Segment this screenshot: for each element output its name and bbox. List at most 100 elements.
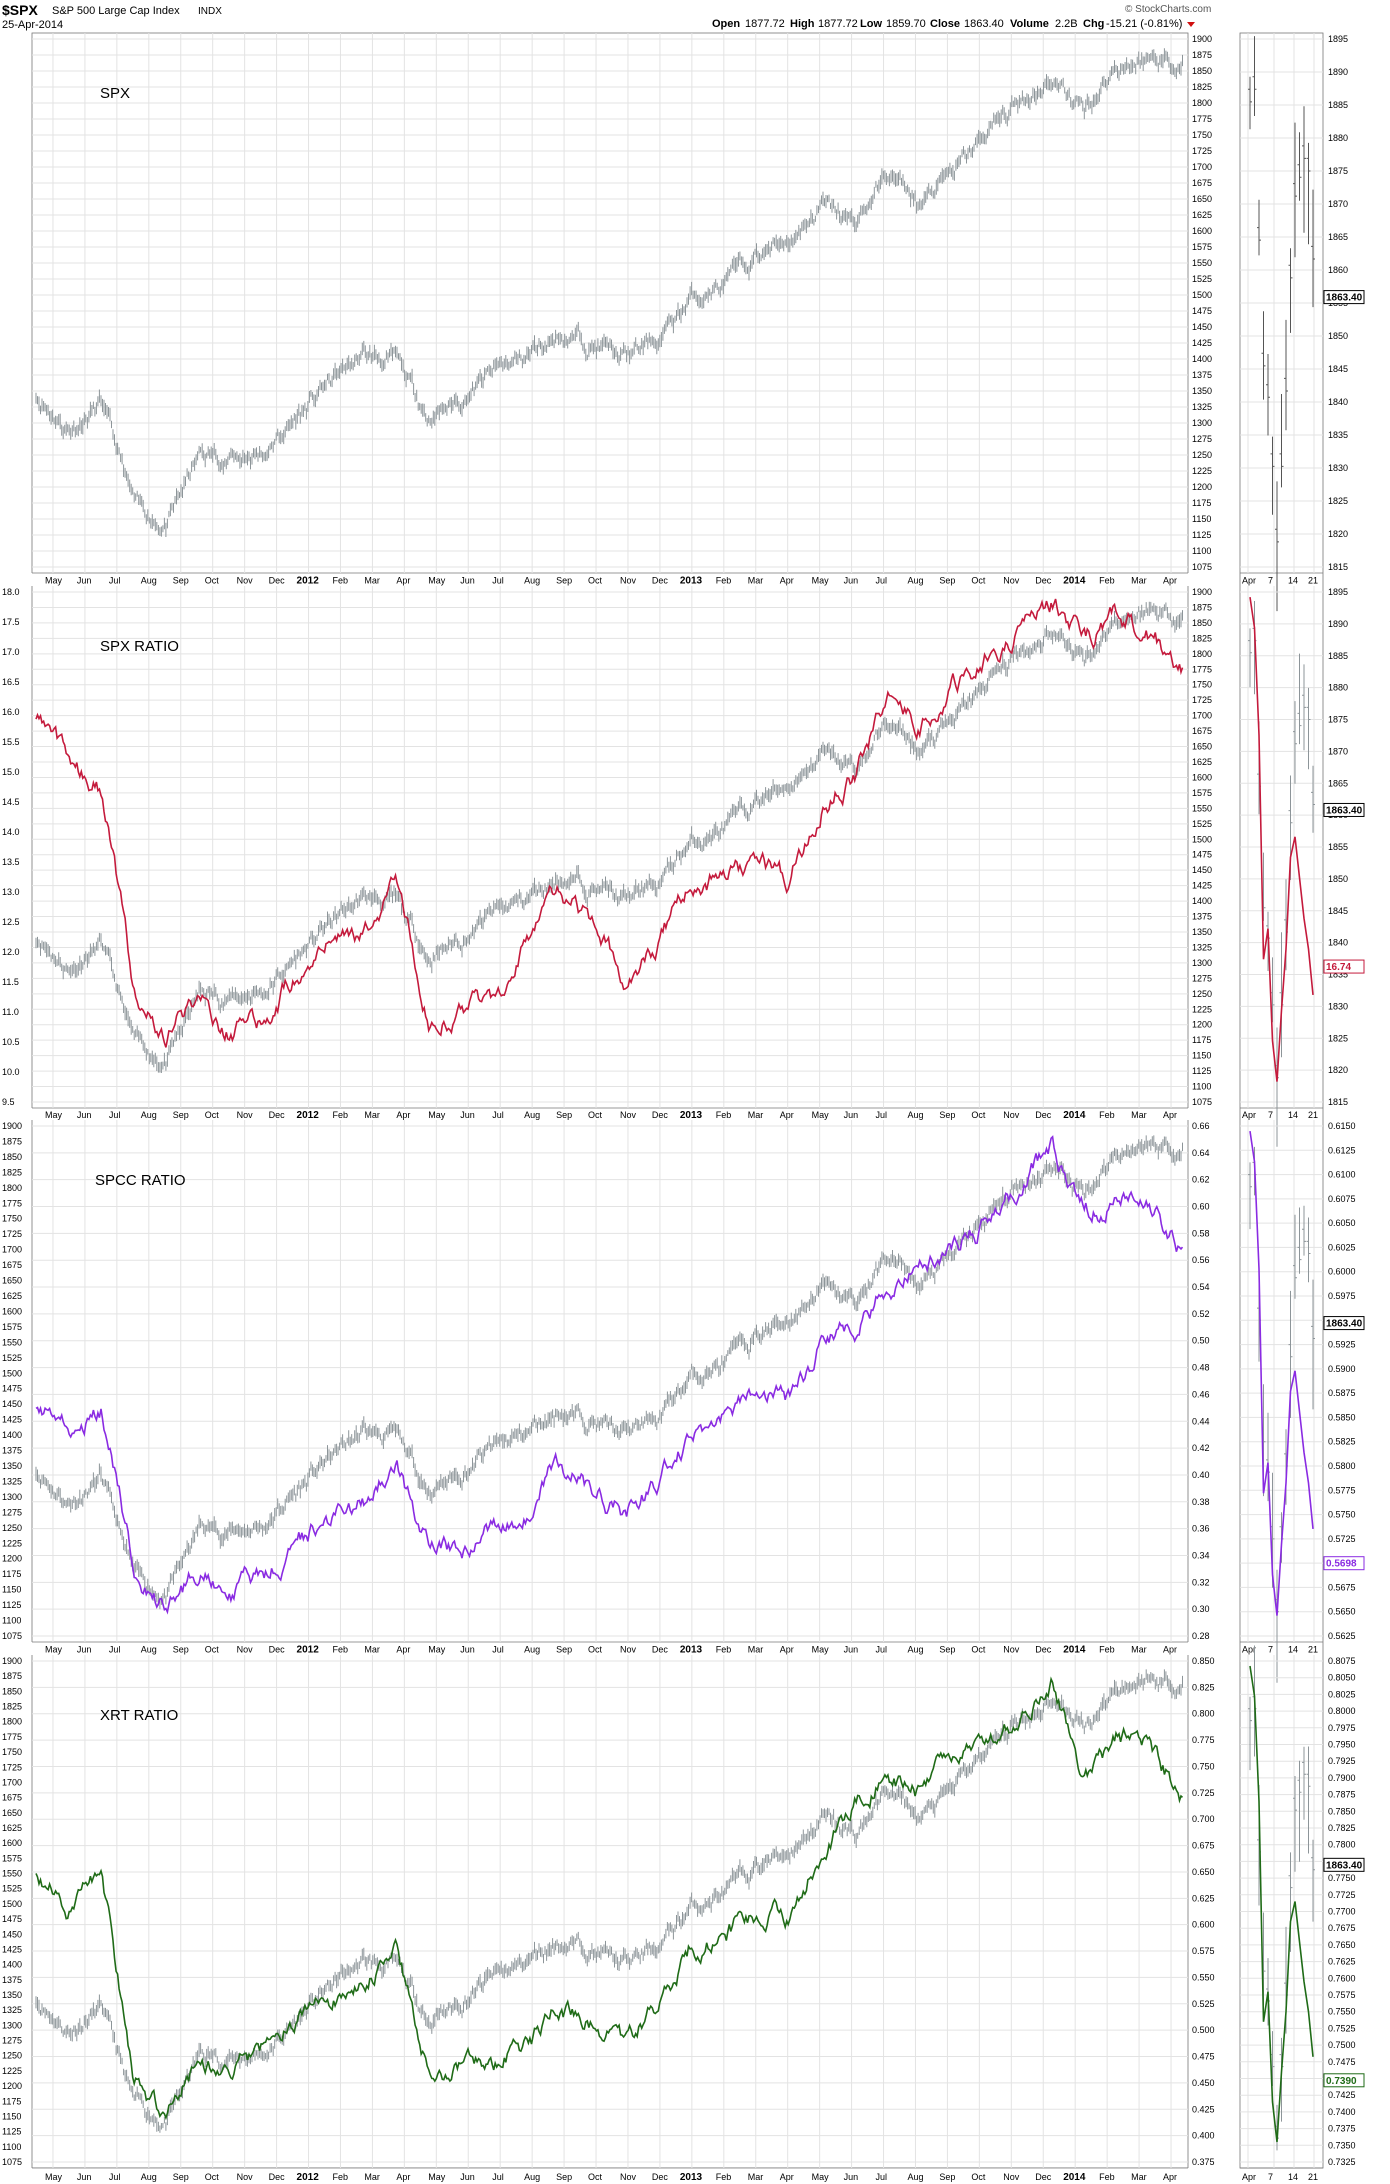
- x-tick-label: 2014: [1063, 576, 1086, 587]
- x-tick-label: Aug: [141, 1110, 157, 1120]
- panel-1: 1900 1875 1850 1825 1800 1775 1750 1725 1700 1675…: [32, 33, 1365, 612]
- watermark: © StockCharts.com: [1125, 4, 1211, 15]
- zoom-y-tick-label: 0.5975: [1328, 1291, 1356, 1301]
- right-y-tick-label: 1875: [1192, 50, 1212, 60]
- zoom-y-tick-label: 0.7875: [1328, 1790, 1356, 1800]
- x-tick-label: Dec: [269, 1645, 286, 1655]
- zoom-x-tick-label: 14: [1288, 1645, 1298, 1655]
- right-y-tick-label: 1750: [1192, 130, 1212, 140]
- right-y-tick-label: 1900: [1192, 587, 1212, 597]
- right-y-tick-label: 0.625: [1192, 1893, 1215, 1903]
- x-tick-label: May: [428, 576, 446, 586]
- left-y-tick-label: 1500: [2, 1368, 22, 1378]
- x-tick-label: Apr: [396, 2172, 410, 2182]
- zoom-y-tick-label: 0.7475: [1328, 2057, 1356, 2067]
- x-tick-label: Oct: [205, 1110, 220, 1120]
- zoom-y-tick-label: 1845: [1328, 364, 1348, 374]
- zoom-ratio-line: [1249, 1130, 1314, 1616]
- right-y-tick-label: 1625: [1192, 210, 1212, 220]
- zoom-y-tick-label: 0.8000: [1328, 1706, 1356, 1716]
- x-tick-label: Mar: [364, 576, 380, 586]
- right-y-tick-label: 0.725: [1192, 1788, 1215, 1798]
- x-tick-label: Sep: [173, 1645, 189, 1655]
- x-tick-label: Nov: [237, 1645, 254, 1655]
- down-arrow-icon: [1187, 22, 1195, 27]
- x-tick-label: Dec: [269, 1110, 286, 1120]
- x-tick-label: Jul: [109, 576, 121, 586]
- zoom-y-tick-label: 0.8050: [1328, 1673, 1356, 1683]
- x-tick-label: Jun: [77, 1110, 92, 1120]
- zoom-y-tick-label: 1885: [1328, 651, 1348, 661]
- zoom-y-tick-label: 0.7575: [1328, 1990, 1356, 2000]
- panel-title: SPX: [100, 85, 130, 102]
- right-y-tick-label: 1175: [1192, 498, 1211, 508]
- zoom-x-tick-label: 7: [1268, 1645, 1273, 1655]
- zoom-spx-bars: [1248, 601, 1315, 1147]
- zoom-y-tick-label: 1865: [1328, 232, 1348, 242]
- left-y-tick-label: 1800: [2, 1717, 22, 1727]
- left-y-tick-label: 1800: [2, 1183, 22, 1193]
- x-tick-label: Feb: [332, 576, 348, 586]
- left-y-tick-label: 11.5: [2, 977, 19, 987]
- x-tick-label: Apr: [396, 576, 410, 586]
- x-tick-label: Mar: [748, 2172, 764, 2182]
- x-tick-label: 2013: [680, 1110, 703, 1121]
- left-y-tick-label: 1500: [2, 1899, 22, 1909]
- x-tick-label: 2014: [1063, 2172, 1086, 2183]
- right-y-tick-label: 1150: [1192, 514, 1211, 524]
- right-y-tick-label: 0.550: [1192, 1972, 1215, 1982]
- close-label: Close: [930, 18, 960, 30]
- zoom-y-tick-label: 0.7500: [1328, 2040, 1356, 2050]
- right-y-tick-label: 1675: [1192, 178, 1212, 188]
- right-y-tick-label: 1450: [1192, 322, 1212, 332]
- zoom-y-tick-label: 1895: [1328, 34, 1348, 44]
- x-tick-label: May: [812, 1645, 830, 1655]
- ratio-line: [35, 598, 1184, 1048]
- zoom-x-tick-label: 21: [1308, 1110, 1318, 1120]
- right-y-tick-label: 1225: [1192, 466, 1212, 476]
- x-tick-label: Aug: [907, 576, 923, 586]
- x-tick-label: Jun: [844, 2172, 859, 2182]
- zoom-y-tick-label: 0.7750: [1328, 1873, 1356, 1883]
- x-tick-label: Jun: [77, 576, 92, 586]
- zoom-x-tick-label: 14: [1288, 2172, 1298, 2182]
- right-y-tick-label: 1375: [1192, 912, 1212, 922]
- x-tick-label: Oct: [971, 1110, 986, 1120]
- right-y-tick-label: 0.475: [1192, 2052, 1215, 2062]
- left-y-tick-label: 15.0: [2, 767, 20, 777]
- last-value-label: 1863.40: [1326, 1860, 1363, 1871]
- zoom-y-tick-label: 1820: [1328, 529, 1348, 539]
- right-y-tick-label: 0.425: [1192, 2104, 1215, 2114]
- zoom-y-tick-label: 0.5750: [1328, 1510, 1356, 1520]
- right-y-tick-label: 0.54: [1192, 1282, 1210, 1292]
- chg-label: Chg: [1083, 18, 1104, 30]
- right-y-tick-label: 1825: [1192, 633, 1212, 643]
- x-axis-1: May Jun Jul Aug Sep Oct Nov Dec 2012 Feb Mar Apr May…: [0, 573, 1390, 587]
- x-tick-label: Oct: [971, 1645, 986, 1655]
- x-axis-band: [0, 1108, 1390, 1120]
- open-value: 1877.72: [745, 18, 785, 30]
- x-tick-label: 2013: [680, 576, 703, 587]
- left-y-tick-label: 1575: [2, 1853, 22, 1863]
- x-tick-label: Nov: [620, 1645, 637, 1655]
- zoom-ratio-line: [1249, 1665, 1314, 2143]
- left-y-tick-label: 1375: [2, 1446, 22, 1456]
- zoom-y-tick-label: 0.5825: [1328, 1437, 1356, 1447]
- left-y-tick-label: 14.0: [2, 827, 20, 837]
- last-value-box: [1323, 1857, 1365, 1872]
- left-y-tick-label: 1225: [2, 2066, 22, 2076]
- left-y-tick-label: 1625: [2, 1823, 22, 1833]
- zoom-x-tick-label: Apr: [1242, 1110, 1256, 1120]
- right-y-tick-label: 1475: [1192, 306, 1212, 316]
- zoom-y-tick-label: 0.7325: [1328, 2157, 1356, 2167]
- zoom-y-tick-label: 0.7850: [1328, 1806, 1356, 1816]
- zoom-y-tick-label: 0.7425: [1328, 2090, 1356, 2100]
- x-tick-label: 2014: [1063, 1110, 1086, 1121]
- left-y-tick-label: 1550: [2, 1869, 22, 1879]
- x-tick-label: Nov: [1003, 2172, 1020, 2182]
- zoom-y-tick-label: 1870: [1328, 746, 1348, 756]
- spx-price-bars: [35, 1135, 1183, 1610]
- right-y-tick-label: 1275: [1192, 434, 1212, 444]
- zoom-y-tick-label: 1845: [1328, 906, 1348, 916]
